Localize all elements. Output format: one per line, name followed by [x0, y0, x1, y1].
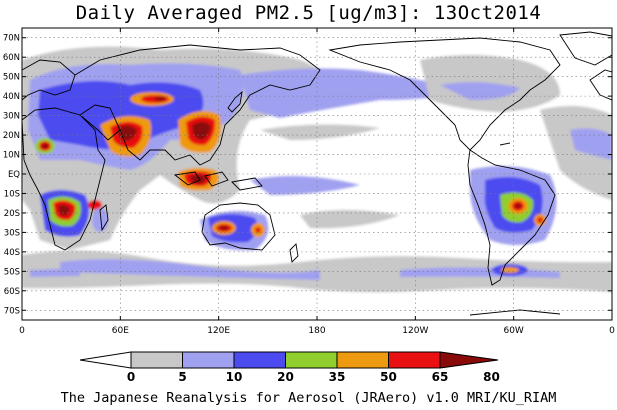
- colorbar-label: 0: [127, 370, 135, 384]
- map-title: Daily Averaged PM2.5 [ug/m3]: 13Oct2014: [75, 2, 542, 24]
- map-grid: [22, 28, 612, 320]
- lat-label: 60S: [4, 287, 20, 297]
- lat-label: 10N: [3, 151, 20, 161]
- colorbar-label: 20: [277, 370, 294, 384]
- lat-label: 70N: [3, 34, 20, 44]
- colorbar-segment: [336, 351, 389, 369]
- longitude-labels: 0 60E 120E 180 120W 60W 0: [19, 326, 615, 336]
- lat-label: 10S: [4, 189, 20, 199]
- colorbar-segment: [439, 351, 499, 369]
- colorbar-segment: [285, 351, 338, 369]
- lon-label: 120E: [207, 326, 230, 336]
- colorbar-segment: [130, 351, 183, 369]
- colorbar-label: 50: [380, 370, 397, 384]
- lon-label: 60E: [112, 326, 129, 336]
- colorbar: 0 5 10 20 35 50 65 80: [79, 351, 500, 384]
- axis-ticks: [21, 28, 613, 320]
- lat-label: 70S: [4, 306, 20, 316]
- pm25-shading: [22, 46, 612, 293]
- lon-label: 60W: [503, 326, 523, 336]
- lon-label: 0: [609, 326, 615, 336]
- colorbar-segment: [79, 351, 132, 369]
- lat-label: 50N: [3, 73, 20, 83]
- colorbar-label: 10: [226, 370, 243, 384]
- lat-label: 40S: [4, 248, 20, 258]
- lon-label: 120W: [402, 326, 428, 336]
- colorbar-label: 5: [178, 370, 186, 384]
- colorbar-label: 80: [483, 370, 500, 384]
- lat-label: 60N: [3, 53, 20, 63]
- lon-label: 0: [19, 326, 25, 336]
- colorbar-segment: [233, 351, 286, 369]
- lat-label: 20S: [4, 209, 20, 219]
- lat-label: EQ: [8, 170, 20, 180]
- lon-label: 180: [308, 326, 325, 336]
- colorbar-segment: [182, 351, 235, 369]
- colorbar-label: 35: [329, 370, 346, 384]
- colorbar-segment: [388, 351, 441, 369]
- lat-label: 50S: [4, 267, 20, 277]
- latitude-labels: 70N 60N 50N 40N 30N 20N 10N EQ 10S 20S 30S 40S 50S 60…: [3, 34, 20, 317]
- coastlines: [22, 31, 612, 316]
- lat-label: 30N: [3, 112, 20, 122]
- colorbar-label: 65: [432, 370, 449, 384]
- lat-label: 20N: [3, 131, 20, 141]
- footer-credit: The Japanese Reanalysis for Aerosol (JRA…: [60, 390, 557, 406]
- lat-label: 30S: [4, 228, 20, 238]
- lat-label: 40N: [3, 92, 20, 102]
